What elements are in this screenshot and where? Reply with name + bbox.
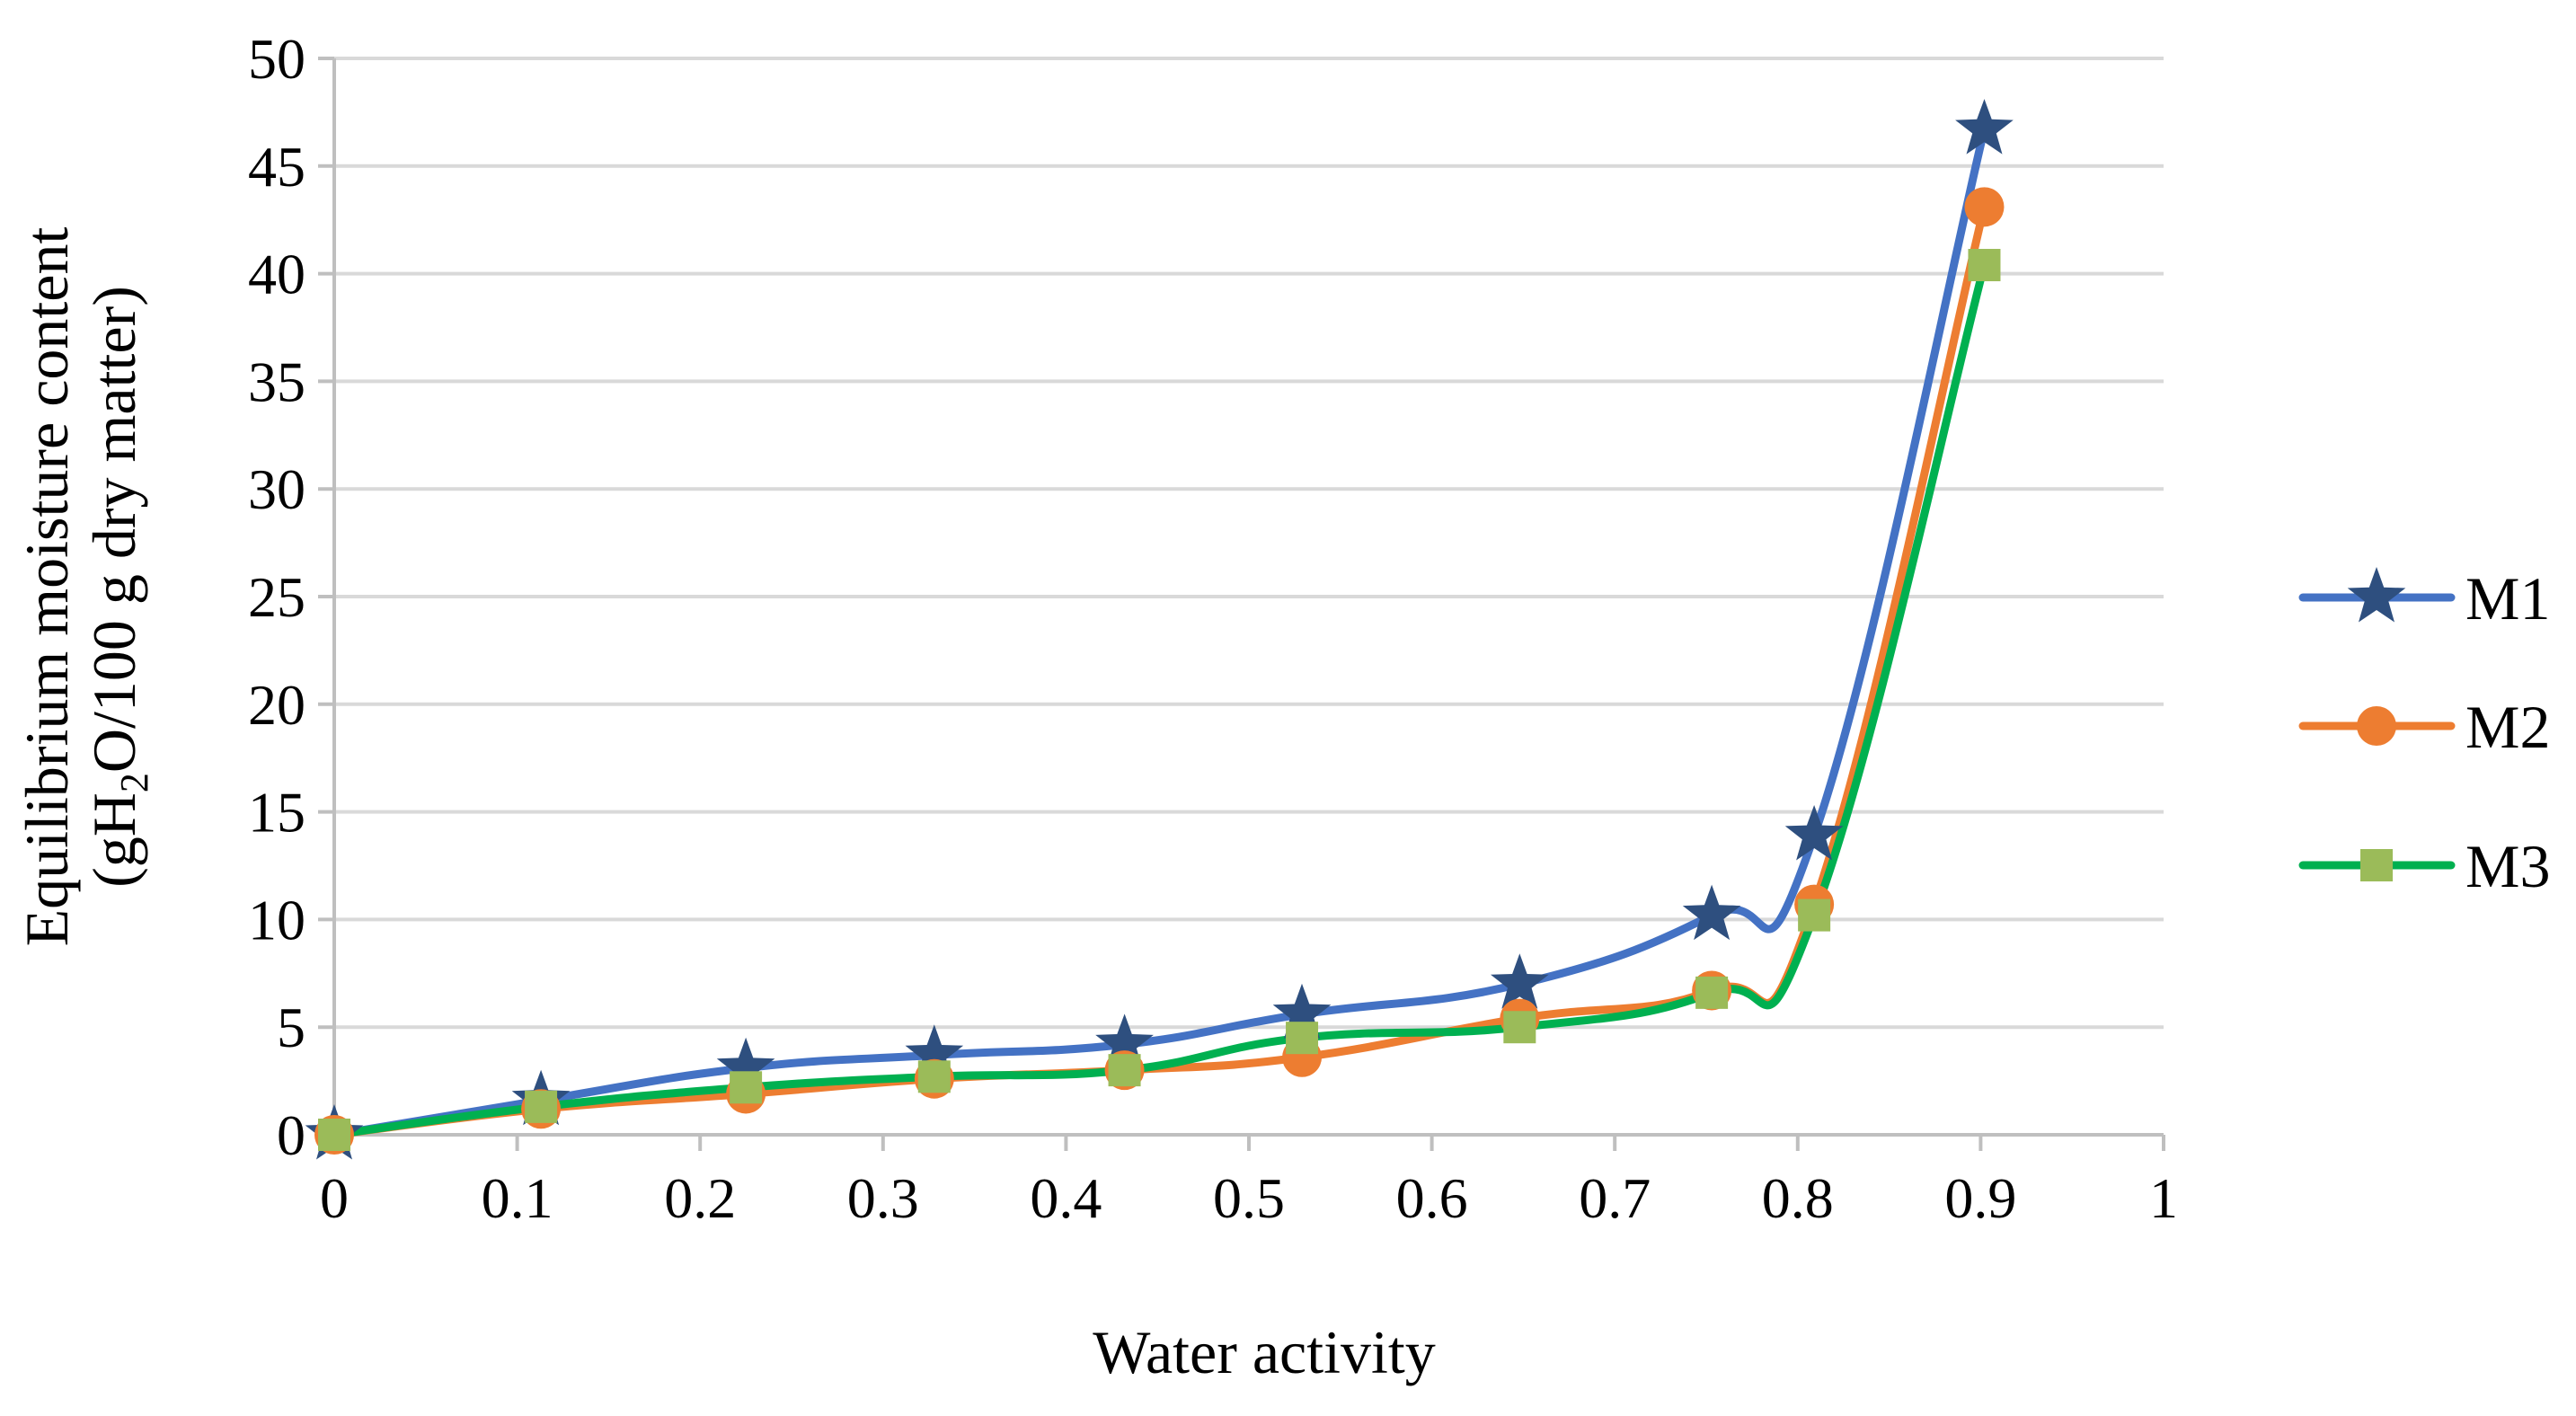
series-line-m3 [330,261,1988,1139]
y-tick-label: 50 [248,27,305,91]
x-tick-label: 0.4 [1030,1166,1102,1230]
y-tick-label: 20 [248,673,305,737]
y-tick-label: 30 [248,457,305,521]
y-tick-label: 40 [248,243,305,306]
x-tick-label: 0.6 [1396,1166,1468,1230]
legend: M1 M2 M3 [2298,564,2550,900]
y-tick-label: 15 [248,781,305,845]
y-axis-title-subscript: 2 [112,773,156,792]
x-tick-label: 1 [2149,1166,2178,1230]
x-tick-label: 0.8 [1762,1166,1834,1230]
data-point-m3 [525,1090,558,1123]
data-point-m1 [1272,983,1332,1040]
axes [318,57,2165,1151]
data-point-m3 [730,1071,763,1104]
x-tick-label: 0.5 [1213,1166,1285,1230]
y-tick-label: 0 [277,1103,305,1167]
data-point-m3 [1968,249,2001,282]
y-tick-label: 5 [277,996,305,1059]
data-point-m3 [1108,1054,1141,1087]
data-point-m3 [1695,976,1729,1009]
series-markers [305,99,2014,1160]
legend-label-m1: M1 [2465,564,2550,633]
y-axis-title-line1: Equilibrium moisture content [13,227,81,947]
y-tick-labels: 0 5 10 15 20 25 30 35 40 45 50 [248,27,305,1167]
y-tick-label: 35 [248,350,305,413]
x-tick-label: 0.3 [847,1166,919,1230]
series-lines [330,125,1988,1139]
data-point-m1 [716,1037,775,1093]
data-point-m1 [1095,1013,1154,1069]
series-line-m2 [330,202,1988,1139]
data-point-m1 [905,1024,964,1080]
x-tick-label: 0.2 [664,1166,736,1230]
y-axis-title-line2-suffix: O/100 g dry matter) [80,286,148,773]
data-point-m3 [917,1060,951,1093]
data-point-m1 [1784,805,1844,861]
gridlines [334,57,2164,1030]
data-point-m3 [1286,1022,1319,1055]
x-tick-label: 0 [320,1166,349,1230]
legend-marker-m2 [2357,706,2396,746]
y-tick-label: 45 [248,135,305,199]
y-axis-title: Equilibrium moisture content (gH2O/100 g… [13,227,156,947]
data-point-m3 [1798,898,1831,932]
x-axis-title: Water activity [1093,1318,1436,1386]
data-point-m3 [318,1119,350,1151]
x-tick-label: 0.1 [482,1166,553,1230]
legend-label-m3: M3 [2465,832,2550,900]
legend-marker-m1 [2347,567,2406,623]
x-tick-label: 0.9 [1944,1166,2016,1230]
data-point-m2 [1964,187,2005,227]
y-tick-label: 25 [248,565,305,629]
x-tick-labels: 0 0.1 0.2 0.3 0.4 0.5 0.6 0.7 0.8 0.9 1 [320,1166,2178,1230]
data-point-m3 [1503,1011,1536,1044]
data-point-m1 [1682,884,1741,941]
legend-marker-m3 [2360,849,2393,881]
data-point-m1 [1491,953,1549,1009]
y-axis-title-line2-prefix: (gH [80,792,148,888]
data-point-m1 [1955,99,2014,155]
legend-label-m2: M2 [2465,693,2550,761]
y-axis-title-line2: (gH2O/100 g dry matter) [80,286,156,888]
y-tick-label: 10 [248,888,305,951]
x-tick-label: 0.7 [1579,1166,1651,1230]
